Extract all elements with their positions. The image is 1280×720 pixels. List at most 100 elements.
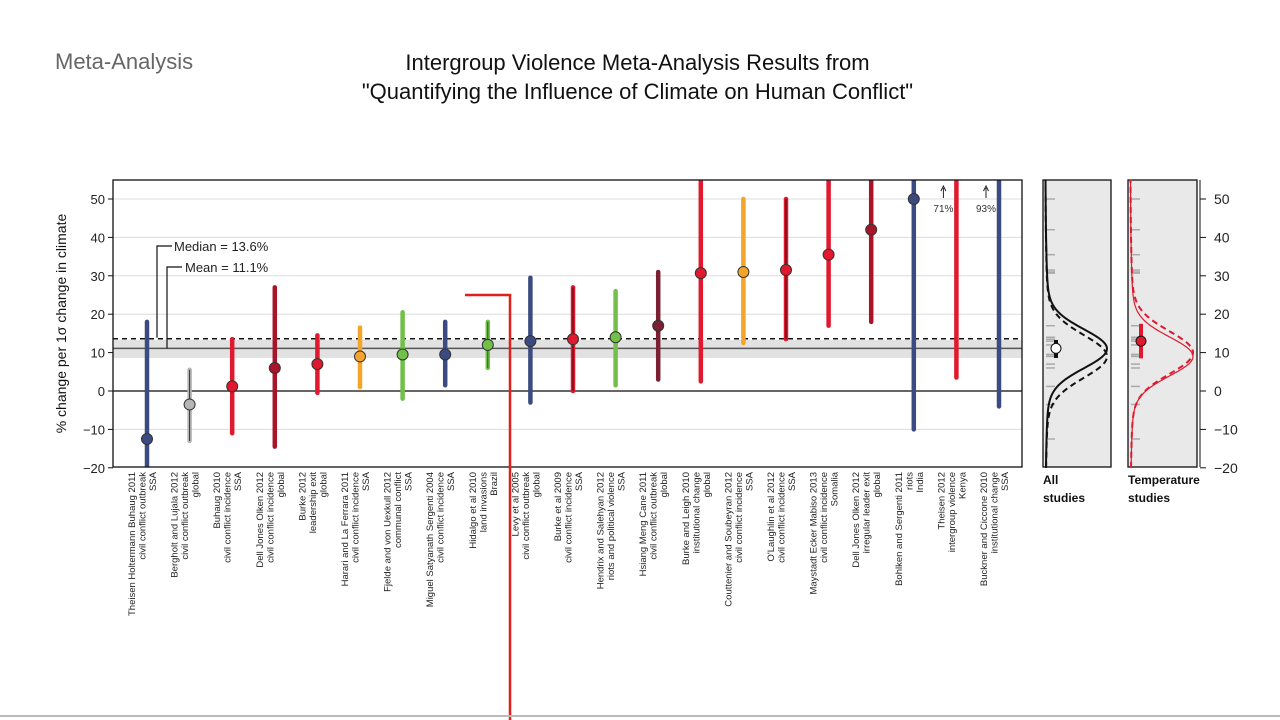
study-label-line: Buckner and Ciccone 2010: [979, 472, 990, 586]
side-panel-frame: [1127, 179, 1198, 468]
point-estimate: [268, 361, 281, 374]
y-tick-label: −20: [83, 461, 105, 476]
point-estimate: [737, 265, 750, 278]
point-estimate: [311, 358, 324, 371]
point-estimate: [481, 338, 494, 351]
point-estimate: [396, 348, 409, 361]
study-label-line: Brazil: [489, 472, 500, 496]
point-estimate: [822, 248, 835, 261]
right-y-tick-label: 30: [1214, 268, 1230, 284]
point-estimate: [141, 433, 153, 445]
median-leader: [156, 245, 172, 338]
study-label-line: Fjelde and von Uexkull 2012: [383, 472, 394, 592]
study-label-line: Hidalgo et al 2010: [468, 472, 479, 549]
study-label-line: civil conflict outbreak: [138, 472, 149, 560]
study-label-line: institutional change: [990, 472, 1001, 553]
mean-label: Mean = 11.1%: [185, 260, 269, 275]
study-label-line: Miguel Satyanath Sergenti 2004: [425, 472, 436, 607]
study-label-line: Kenya: [957, 471, 968, 499]
study-label-line: SSA: [404, 471, 415, 491]
offchart-label: 71%: [933, 204, 953, 215]
study-label-line: Maystadt Ecker Mabiso 2013: [809, 472, 820, 595]
pooled-estimate: [1050, 342, 1062, 354]
y-tick-label: 0: [98, 384, 105, 399]
study-label-line: Bergholt and Lujala 2012: [170, 472, 181, 578]
study-label-line: India: [915, 471, 926, 492]
point-estimate: [524, 335, 537, 348]
study-label-line: Hsiang Meng Cane 2011: [638, 472, 649, 576]
chart-title: Intergroup Violence Meta-Analysis Result…: [300, 48, 975, 106]
study-label-line: riots and political violence: [606, 472, 617, 580]
density-curve-dashed: [1044, 179, 1109, 468]
study-label-line: Bohlken and Sergenti 2011: [894, 472, 905, 586]
group-divider: [465, 293, 512, 720]
study-label-line: Hendrix and Salehyan 2012: [596, 472, 607, 589]
chart-title-line2: "Quantifying the Influence of Climate on…: [361, 79, 914, 104]
study-label-line: riots: [904, 472, 915, 490]
pooled-estimate: [1135, 335, 1147, 347]
chart-title-line1: Intergroup Violence Meta-Analysis Result…: [405, 50, 870, 75]
y-tick-label: 10: [91, 346, 105, 361]
point-estimate: [439, 348, 452, 361]
study-label-line: global: [531, 472, 542, 497]
y-axis-label: % change per 1σ change in climate: [53, 214, 69, 434]
offchart-arrowhead: [983, 184, 989, 192]
right-y-tick-label: 10: [1214, 345, 1230, 361]
study-label-line: Levy et al 2005: [510, 472, 521, 536]
point-estimate: [567, 333, 579, 346]
study-label-line: civil conflict incidence: [734, 472, 745, 563]
y-tick-label: 20: [91, 307, 105, 322]
study-label-line: SSA: [574, 471, 585, 491]
study-label-line: leadership exit: [308, 472, 319, 534]
study-label-line: civil conflict outbreak: [180, 472, 191, 560]
study-label-line: SSA: [361, 471, 372, 491]
study-label-line: civil conflict outbreak: [649, 472, 660, 560]
y-tick-label: 40: [91, 230, 105, 245]
side-panel-label: studies: [1043, 491, 1085, 505]
study-label-line: Burke and Leigh 2010: [681, 472, 692, 565]
y-tick-label: 30: [91, 269, 105, 284]
offchart-arrowhead: [940, 184, 947, 192]
study-label-line: SSA: [148, 471, 159, 491]
study-label-line: Dell Jones Olken 2012: [255, 472, 266, 568]
study-label-line: civil conflict incidence: [265, 472, 276, 563]
section-label: Meta-Analysis: [55, 49, 194, 74]
study-label-line: Theisen 2012: [936, 472, 947, 530]
study-label-line: civil conflict incidence: [436, 472, 447, 563]
right-y-tick-label: 20: [1214, 306, 1230, 322]
study-label-line: Buhaug 2010: [212, 472, 223, 529]
offchart-label: 93%: [976, 204, 996, 215]
study-label-line: O'Laughlin et al 2012: [766, 472, 777, 562]
study-label-line: institutional change: [691, 472, 702, 553]
study-label-line: Theisen Holtermann Buhaug 2011: [127, 472, 138, 616]
right-y-tick-label: −10: [1214, 421, 1238, 437]
study-markers: [141, 180, 1002, 467]
point-estimate: [354, 350, 366, 363]
study-label-line: global: [659, 472, 670, 497]
study-label-line: Burke 2012: [297, 472, 308, 521]
study-label-line: civil conflict incidence: [564, 472, 575, 563]
study-label-line: civil conflict incidence: [777, 472, 788, 563]
point-estimate: [907, 193, 920, 205]
study-label-line: global: [276, 472, 287, 497]
y-tick-label: 50: [91, 192, 105, 207]
point-estimate: [609, 331, 622, 344]
study-label-line: irregular leader exit: [862, 472, 873, 554]
right-y-tick-label: −20: [1214, 460, 1238, 476]
point-estimate: [183, 398, 196, 411]
study-label-line: global: [872, 472, 883, 497]
study-label-line: civil conflict incidence: [351, 472, 362, 563]
median-label: Median = 13.6%: [174, 239, 269, 254]
plot-frame: [112, 179, 1023, 468]
study-label-line: communal conflict: [393, 472, 404, 548]
side-panel-label: studies: [1128, 491, 1170, 505]
point-estimate: [865, 223, 878, 236]
density-curve-dashed: [1129, 179, 1195, 468]
study-label-line: SSA: [787, 471, 798, 491]
study-label-line: civil conflict outbreak: [521, 472, 532, 560]
study-label-line: SSA: [446, 471, 457, 491]
slide-bottom-divider: [0, 715, 1280, 717]
y-tick-label: −10: [83, 422, 105, 437]
study-label-line: global: [318, 472, 329, 497]
